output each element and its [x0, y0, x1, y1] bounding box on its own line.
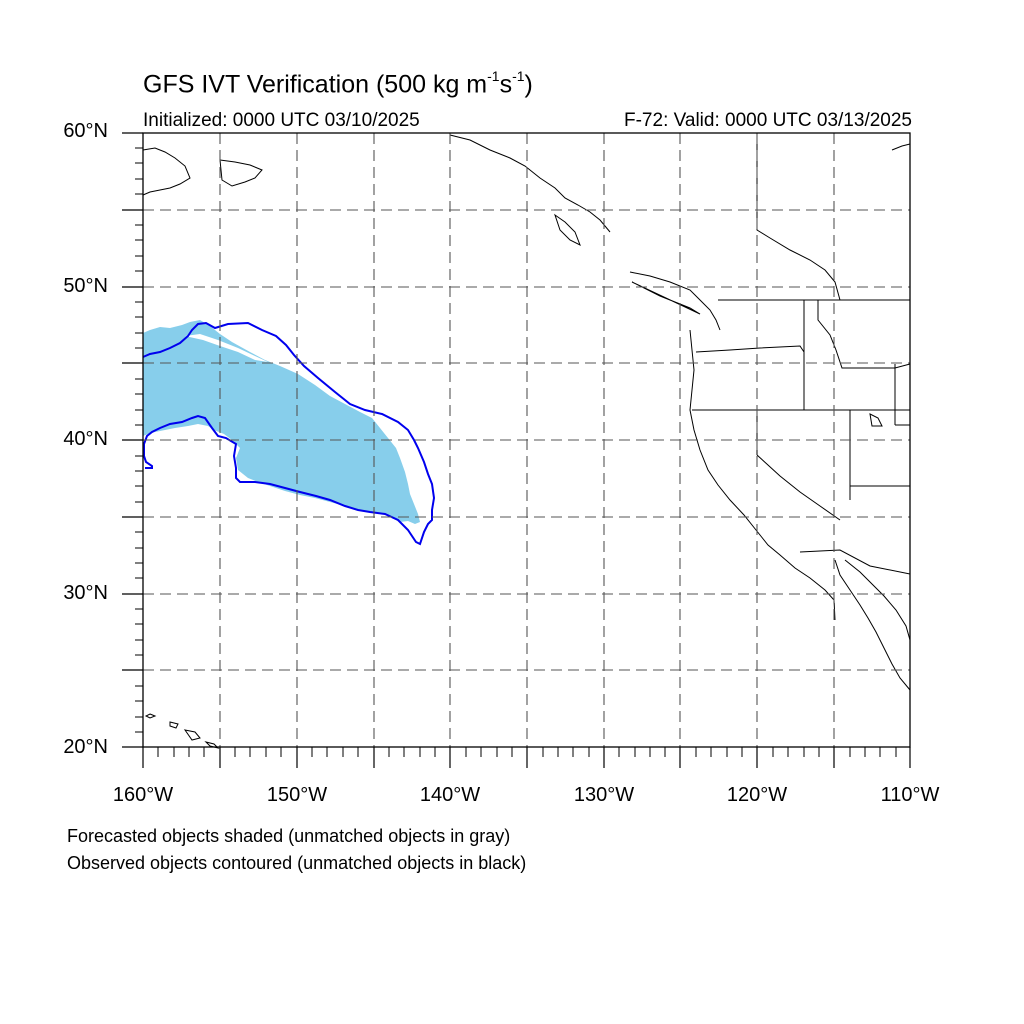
lat-label-60n: 60°N	[63, 120, 108, 142]
lat-label-30n: 30°N	[63, 582, 108, 604]
forecast-ivt-object	[143, 320, 420, 524]
legend-forecast-note: Forecasted objects shaded (unmatched obj…	[67, 826, 511, 846]
map-title: GFS IVT Verification (500 kg m-1s-1)	[143, 68, 533, 99]
valid-time: F-72: Valid: 0000 UTC 03/13/2025	[624, 110, 912, 131]
bottom-minor-ticks	[157, 747, 897, 757]
borders	[692, 133, 911, 575]
lat-label-20n: 20°N	[63, 736, 108, 758]
lon-label-110w: 110°W	[880, 784, 940, 806]
lat-label-50n: 50°N	[63, 275, 108, 297]
map-frame	[142, 132, 911, 748]
minor-ticks	[135, 147, 143, 733]
forecast-gap	[185, 334, 268, 362]
coastlines	[142, 134, 911, 749]
major-ticks	[122, 132, 911, 768]
grid-lines	[143, 133, 910, 747]
observed-ivt-contour	[142, 321, 436, 546]
lon-label-120w: 120°W	[726, 784, 788, 806]
lon-label-150w: 150°W	[266, 784, 328, 806]
legend-observed-note: Observed objects contoured (unmatched ob…	[67, 853, 527, 873]
lon-label-130w: 130°W	[573, 784, 635, 806]
initialized-time: Initialized: 0000 UTC 03/10/2025	[143, 110, 420, 131]
lat-label-40n: 40°N	[63, 428, 108, 450]
lon-label-160w: 160°W	[112, 784, 174, 806]
lon-label-140w: 140°W	[419, 784, 481, 806]
